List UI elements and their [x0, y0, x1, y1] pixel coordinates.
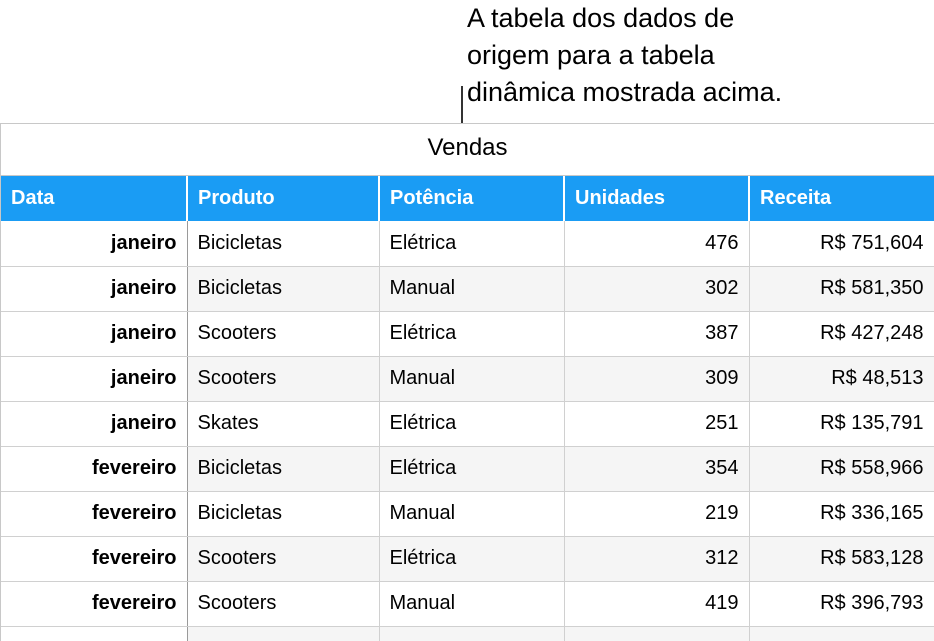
- cell-revenue[interactable]: R$ 583,128: [749, 536, 934, 582]
- cell-date[interactable]: fevereiro: [1, 536, 188, 582]
- cell-revenue[interactable]: R$ 135,791: [749, 401, 934, 447]
- cell-empty[interactable]: [379, 626, 565, 641]
- cell-date[interactable]: janeiro: [1, 311, 188, 357]
- header-potencia[interactable]: Potência: [379, 176, 565, 221]
- cell-empty[interactable]: [564, 626, 750, 641]
- cell-date[interactable]: fevereiro: [1, 491, 188, 537]
- cell-product[interactable]: Skates: [187, 401, 380, 447]
- table-row: janeiro Bicicletas Elétrica 476 R$ 751,6…: [1, 221, 934, 267]
- callout-leader-line: [461, 86, 463, 123]
- cell-revenue[interactable]: R$ 427,248: [749, 311, 934, 357]
- callout-line-3: dinâmica mostrada acima.: [467, 77, 783, 107]
- cell-revenue[interactable]: R$ 396,793: [749, 581, 934, 627]
- sales-table[interactable]: Vendas Data Produto Potência Unidades Re…: [0, 123, 934, 641]
- cell-power[interactable]: Manual: [379, 356, 565, 402]
- cell-units[interactable]: 476: [564, 221, 750, 267]
- header-produto[interactable]: Produto: [187, 176, 380, 221]
- cell-date[interactable]: janeiro: [1, 266, 188, 312]
- cell-empty[interactable]: [749, 626, 934, 641]
- cell-revenue[interactable]: R$ 48,513: [749, 356, 934, 402]
- cell-empty[interactable]: [1, 626, 188, 641]
- cell-revenue[interactable]: R$ 336,165: [749, 491, 934, 537]
- table-row: janeiro Scooters Elétrica 387 R$ 427,248: [1, 311, 934, 357]
- cell-units[interactable]: 387: [564, 311, 750, 357]
- table-row: fevereiro Scooters Elétrica 312 R$ 583,1…: [1, 536, 934, 582]
- cell-units[interactable]: 251: [564, 401, 750, 447]
- cell-units[interactable]: 302: [564, 266, 750, 312]
- callout-text: A tabela dos dados de origem para a tabe…: [467, 0, 927, 111]
- header-unidades[interactable]: Unidades: [564, 176, 750, 221]
- cell-date[interactable]: fevereiro: [1, 581, 188, 627]
- table-row: janeiro Bicicletas Manual 302 R$ 581,350: [1, 266, 934, 312]
- cell-power[interactable]: Manual: [379, 491, 565, 537]
- cell-product[interactable]: Bicicletas: [187, 446, 380, 492]
- header-data[interactable]: Data: [1, 176, 188, 221]
- cell-power[interactable]: Manual: [379, 266, 565, 312]
- cell-product[interactable]: Bicicletas: [187, 491, 380, 537]
- cell-date[interactable]: fevereiro: [1, 446, 188, 492]
- cell-power[interactable]: Elétrica: [379, 311, 565, 357]
- table-row: janeiro Skates Elétrica 251 R$ 135,791: [1, 401, 934, 447]
- cell-product[interactable]: Scooters: [187, 581, 380, 627]
- callout-line-2: origem para a tabela: [467, 40, 715, 70]
- cell-product[interactable]: Scooters: [187, 536, 380, 582]
- cell-product[interactable]: Scooters: [187, 311, 380, 357]
- cell-date[interactable]: janeiro: [1, 356, 188, 402]
- cell-units[interactable]: 312: [564, 536, 750, 582]
- cell-units[interactable]: 419: [564, 581, 750, 627]
- cell-units[interactable]: 309: [564, 356, 750, 402]
- cell-power[interactable]: Elétrica: [379, 446, 565, 492]
- cell-date[interactable]: janeiro: [1, 401, 188, 447]
- table-row: janeiro Scooters Manual 309 R$ 48,513: [1, 356, 934, 402]
- cell-power[interactable]: Elétrica: [379, 221, 565, 267]
- cell-empty[interactable]: [187, 626, 380, 641]
- cell-units[interactable]: 219: [564, 491, 750, 537]
- cell-power[interactable]: Elétrica: [379, 401, 565, 447]
- cell-product[interactable]: Scooters: [187, 356, 380, 402]
- cell-revenue[interactable]: R$ 751,604: [749, 221, 934, 267]
- table-row: fevereiro Bicicletas Elétrica 354 R$ 558…: [1, 446, 934, 492]
- table-title[interactable]: Vendas: [1, 124, 934, 176]
- cell-power[interactable]: Elétrica: [379, 536, 565, 582]
- cell-product[interactable]: Bicicletas: [187, 221, 380, 267]
- cell-product[interactable]: Bicicletas: [187, 266, 380, 312]
- cell-units[interactable]: 354: [564, 446, 750, 492]
- table-row-partial: [1, 626, 934, 641]
- cell-date[interactable]: janeiro: [1, 221, 188, 267]
- table-row: fevereiro Bicicletas Manual 219 R$ 336,1…: [1, 491, 934, 537]
- data-grid: Data Produto Potência Unidades Receita j…: [1, 176, 934, 641]
- callout-line-1: A tabela dos dados de: [467, 3, 735, 33]
- cell-revenue[interactable]: R$ 558,966: [749, 446, 934, 492]
- header-receita[interactable]: Receita: [749, 176, 934, 221]
- cell-revenue[interactable]: R$ 581,350: [749, 266, 934, 312]
- cell-power[interactable]: Manual: [379, 581, 565, 627]
- table-row: fevereiro Scooters Manual 419 R$ 396,793: [1, 581, 934, 627]
- header-row: Data Produto Potência Unidades Receita: [1, 176, 934, 221]
